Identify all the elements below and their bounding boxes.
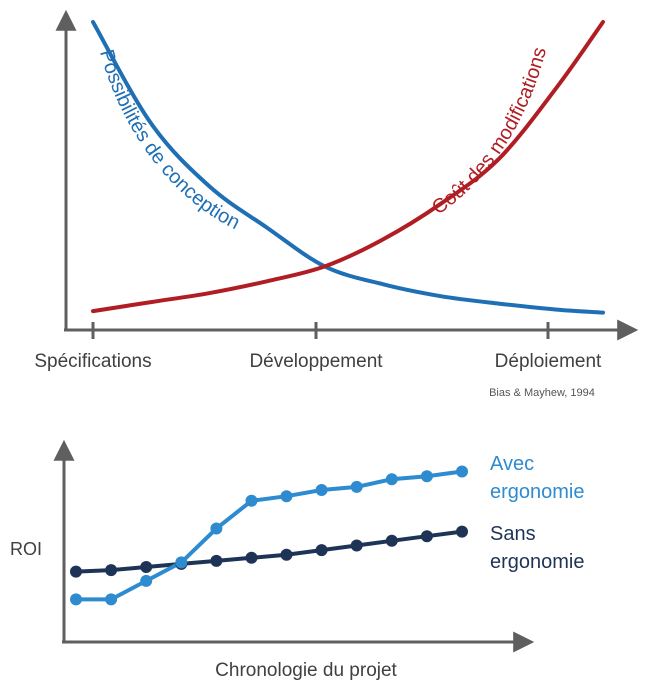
point-avec-ergonomie-11 [420, 470, 433, 483]
point-avec-ergonomie-10 [385, 473, 398, 486]
chart1-x-ticks [91, 322, 550, 339]
point-avec-ergonomie-2 [105, 593, 118, 606]
chart-lifecycle: Spécifications Développement Déploiement P… [34, 9, 639, 399]
point-avec-ergonomie-4 [175, 556, 188, 569]
point-sans-ergonomie-5 [210, 554, 223, 567]
point-sans-ergonomie-9 [350, 539, 363, 552]
point-sans-ergonomie-7 [280, 548, 293, 561]
tick-label-specifications: Spécifications [34, 351, 151, 372]
series-line-avec-ergonomie [76, 469, 463, 602]
legend-avec-ergonomie: Avec ergonomie [490, 453, 585, 503]
chart2-points [70, 465, 468, 606]
point-avec-ergonomie-9 [350, 480, 363, 493]
point-avec-ergonomie-7 [280, 490, 293, 503]
chart-roi: ROI Chronologie du projet Avec ergonomie … [10, 439, 585, 681]
chart1-x-tick-labels: Spécifications Développement Déploiement [34, 351, 602, 372]
series-line-possibilites-conception [91, 20, 605, 315]
point-avec-ergonomie-3 [140, 574, 153, 587]
source-citation: Bias & Mayhew, 1994 [489, 387, 595, 399]
point-sans-ergonomie-12 [456, 525, 468, 538]
chart2-x-axis-label: Chronologie du projet [215, 660, 397, 681]
point-sans-ergonomie-10 [385, 534, 398, 547]
point-sans-ergonomie-1 [70, 565, 82, 578]
point-sans-ergonomie-11 [420, 530, 433, 543]
series-line-cout-modifications [91, 20, 605, 314]
point-sans-ergonomie-8 [315, 544, 328, 557]
point-sans-ergonomie-2 [105, 564, 118, 577]
point-avec-ergonomie-8 [315, 484, 328, 496]
point-avec-ergonomie-6 [245, 494, 258, 507]
point-sans-ergonomie-6 [245, 551, 258, 564]
legend-sans-ergonomie: Sans ergonomie [490, 523, 585, 573]
tick-label-deploiement: Déploiement [495, 351, 602, 372]
point-sans-ergonomie-3 [140, 561, 153, 573]
chart2-y-axis-label: ROI [10, 539, 42, 559]
point-avec-ergonomie-5 [210, 522, 223, 535]
tick-label-developpement: Développement [249, 351, 383, 372]
series-label-cout-modifications: Coût des modifications [428, 45, 551, 219]
series-label-possibilites-conception: Possibilités de conception [95, 47, 243, 234]
point-avec-ergonomie-1 [70, 593, 82, 606]
series-line-sans-ergonomie [75, 529, 463, 574]
point-avec-ergonomie-12 [456, 465, 468, 478]
